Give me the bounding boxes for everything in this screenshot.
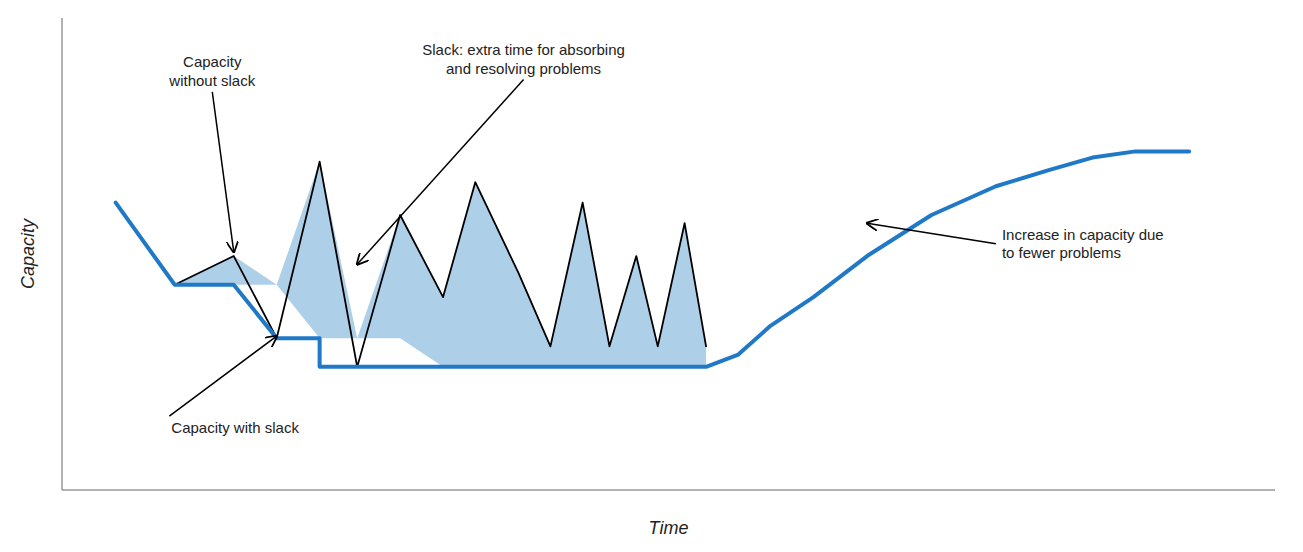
svg-text:Capacity: Capacity [18, 218, 38, 289]
svg-text:Time: Time [649, 518, 689, 538]
svg-text:Increase in capacity dueto few: Increase in capacity dueto fewer problem… [1002, 226, 1164, 262]
svg-text:Capacity with slack: Capacity with slack [171, 419, 299, 436]
svg-text:Slack: extra time for absorbin: Slack: extra time for absorbingand resol… [422, 41, 625, 77]
svg-text:Capacitywithout slack: Capacitywithout slack [168, 53, 255, 89]
